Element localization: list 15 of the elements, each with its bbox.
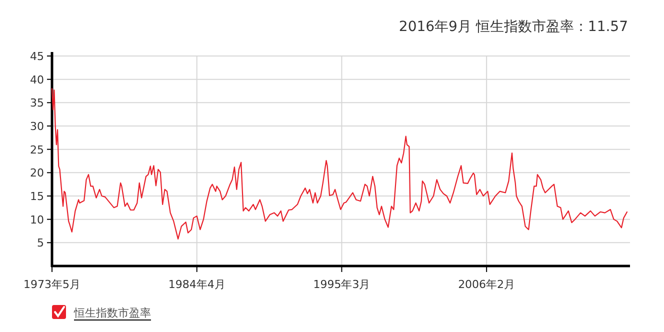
y-tick-label: 30: [30, 120, 44, 133]
y-tick-label: 20: [30, 166, 44, 180]
x-tick-label: 1973年5月: [24, 278, 80, 291]
y-tick-label: 40: [30, 73, 44, 86]
y-tick-label: 5: [37, 236, 44, 250]
x-tick-label: 2006年2月: [458, 278, 516, 291]
chart-title: 2016年9月 恒生指数市盈率：11.57: [398, 19, 628, 35]
x-tick-label: 1995年3月: [313, 278, 370, 291]
y-tick-label: 10: [30, 213, 44, 226]
y-tick-label: 15: [30, 190, 44, 203]
x-tick-label: 1984年4月: [168, 278, 226, 291]
y-tick-label: 25: [30, 143, 44, 156]
y-tick-label: 35: [30, 96, 44, 110]
legend-label: 恒生指数市盈率: [73, 306, 151, 320]
y-tick-label: 45: [30, 50, 44, 63]
